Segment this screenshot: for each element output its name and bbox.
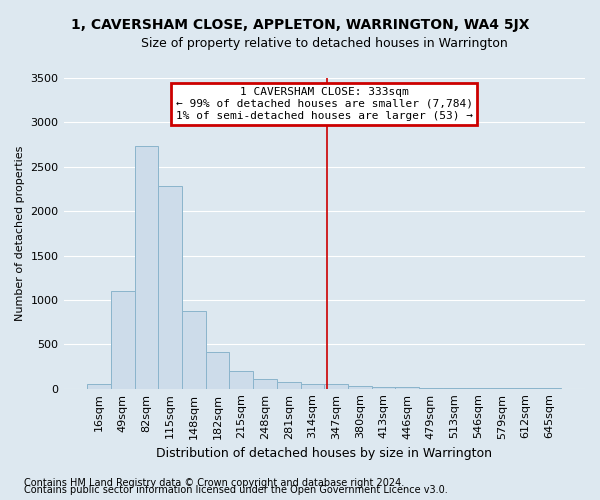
Bar: [182, 312, 206, 388]
Bar: [158, 186, 182, 388]
Bar: [371, 387, 395, 388]
Title: Size of property relative to detached houses in Warrington: Size of property relative to detached ho…: [141, 38, 508, 51]
Bar: [301, 384, 324, 388]
Bar: [229, 371, 253, 388]
Bar: [324, 384, 348, 388]
Bar: [253, 379, 277, 388]
Text: Contains HM Land Registry data © Crown copyright and database right 2024.: Contains HM Land Registry data © Crown c…: [24, 478, 404, 488]
Bar: [277, 382, 301, 388]
Text: 1 CAVERSHAM CLOSE: 333sqm
← 99% of detached houses are smaller (7,784)
1% of sem: 1 CAVERSHAM CLOSE: 333sqm ← 99% of detac…: [176, 88, 473, 120]
Bar: [134, 146, 158, 388]
Bar: [111, 291, 134, 388]
Bar: [87, 384, 111, 388]
Y-axis label: Number of detached properties: Number of detached properties: [15, 146, 25, 321]
Bar: [206, 352, 229, 389]
Bar: [348, 386, 371, 388]
Text: 1, CAVERSHAM CLOSE, APPLETON, WARRINGTON, WA4 5JX: 1, CAVERSHAM CLOSE, APPLETON, WARRINGTON…: [71, 18, 529, 32]
Text: Contains public sector information licensed under the Open Government Licence v3: Contains public sector information licen…: [24, 485, 448, 495]
X-axis label: Distribution of detached houses by size in Warrington: Distribution of detached houses by size …: [156, 447, 492, 460]
